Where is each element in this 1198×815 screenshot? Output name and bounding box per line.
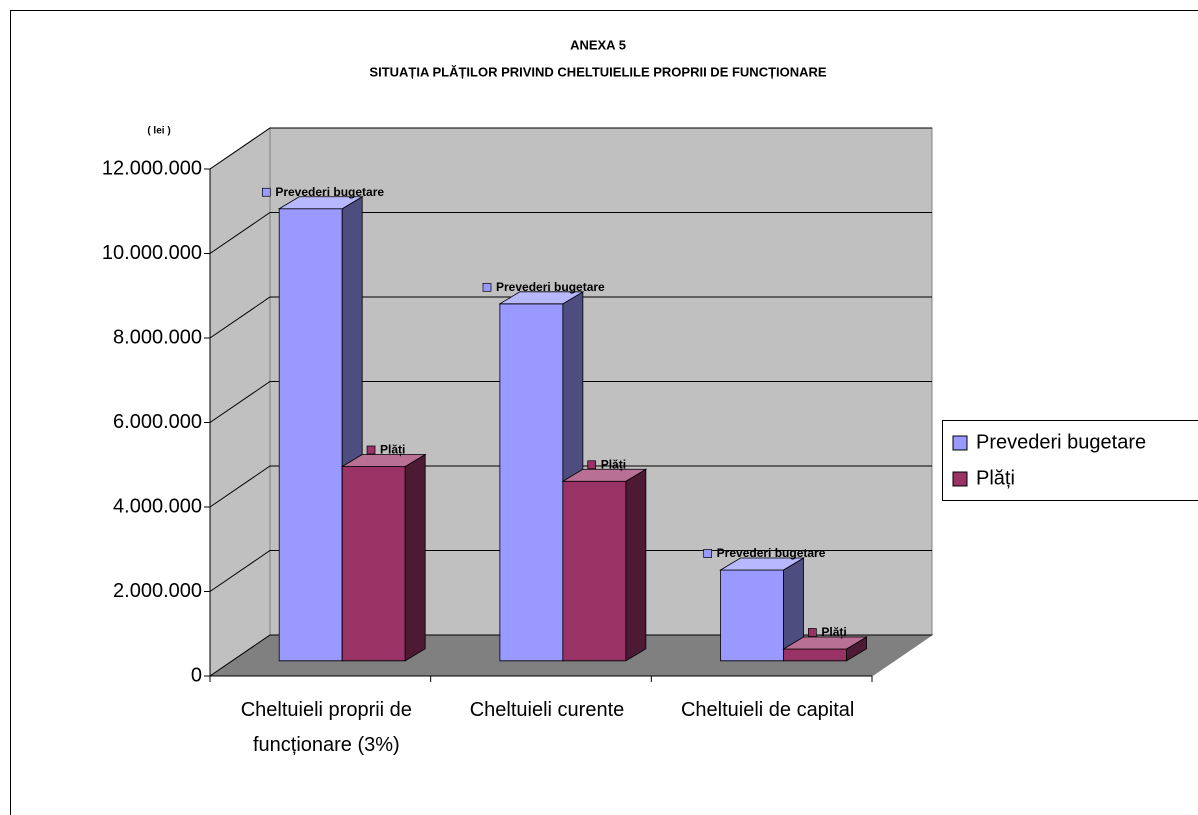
y-tick-label: 12.000.000	[102, 157, 202, 179]
bar-top	[340, 454, 427, 467]
bar-front	[278, 208, 343, 662]
data-label-marker	[587, 460, 597, 470]
grid-line	[209, 381, 932, 423]
grid-line	[209, 634, 932, 677]
y-tick-label: 0	[191, 664, 202, 686]
chart-title: ANEXA 5	[570, 37, 626, 52]
grid-line	[209, 127, 932, 170]
bar-top	[561, 468, 648, 482]
bar-side	[625, 468, 647, 662]
data-label-marker	[261, 187, 271, 197]
y-unit: ( lei )	[147, 126, 170, 137]
data-label-marker	[366, 445, 376, 455]
bar-top	[277, 196, 364, 210]
data-label: Prevederi bugetare	[496, 280, 605, 294]
x-tick-label: Cheltuieli proprii de funcționare (3%)	[240, 699, 412, 756]
bar-side	[404, 453, 426, 662]
legend-label: Prevederi bugetare	[976, 431, 1146, 453]
grid-line	[209, 296, 932, 339]
grid-line	[209, 212, 932, 254]
grid-line	[209, 465, 932, 508]
chart-subtitle: SITUAȚIA PLĂȚILOR PRIVIND CHELTUIELILE P…	[369, 64, 827, 79]
bar-top	[498, 291, 585, 305]
data-label: Plăți	[821, 625, 846, 639]
bar	[719, 557, 805, 662]
legend-marker	[952, 435, 968, 451]
y-tick-label: 10.000.000	[102, 242, 202, 264]
bar-front	[562, 480, 627, 662]
x-tick-label: Cheltuieli de capital	[680, 699, 855, 721]
data-label: Prevederi bugetare	[275, 185, 384, 199]
x-tick-label: Cheltuieli curente	[469, 699, 625, 721]
bar-front	[783, 648, 847, 662]
data-label-marker	[808, 628, 817, 637]
data-label: Prevederi bugetare	[717, 546, 826, 560]
legend-label: Plăți	[976, 467, 1015, 489]
legend-box	[942, 420, 1198, 501]
data-label-marker	[482, 282, 492, 292]
bar	[340, 453, 427, 662]
bar-front	[341, 466, 406, 662]
y-tick-label: 6.000.000	[113, 411, 202, 433]
bar-top	[719, 557, 805, 571]
data-label: Plăți	[601, 457, 626, 471]
y-tick-label: 4.000.000	[113, 495, 202, 517]
data-label: Plăți	[380, 443, 405, 457]
bar-front	[499, 303, 564, 662]
legend-marker	[952, 471, 968, 487]
data-label-marker	[703, 549, 713, 558]
y-tick-label: 2.000.000	[113, 580, 202, 602]
bar	[782, 636, 868, 662]
y-tick-label: 8.000.000	[113, 326, 202, 348]
bar-front	[720, 569, 784, 662]
bar	[561, 468, 648, 662]
bar-top	[782, 636, 868, 650]
